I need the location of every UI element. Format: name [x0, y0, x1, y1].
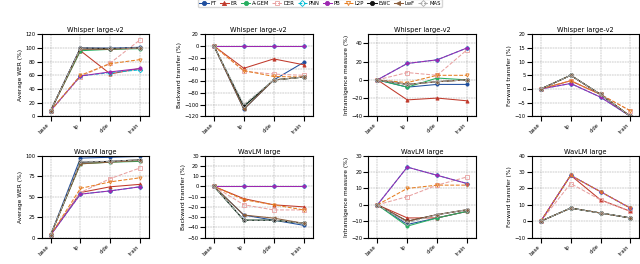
Y-axis label: Intransigence measure (%): Intransigence measure (%) — [344, 157, 349, 237]
Y-axis label: Average WER (%): Average WER (%) — [18, 171, 23, 223]
Y-axis label: Average WER (%): Average WER (%) — [18, 49, 23, 101]
Title: Whisper large-v2: Whisper large-v2 — [67, 27, 124, 33]
Y-axis label: Forward transfer (%): Forward transfer (%) — [508, 45, 513, 106]
Title: WavLM large: WavLM large — [237, 149, 280, 154]
Title: WavLM large: WavLM large — [564, 149, 607, 154]
Y-axis label: Backward transfer (%): Backward transfer (%) — [180, 164, 186, 230]
Y-axis label: Backward transfer (%): Backward transfer (%) — [177, 42, 182, 108]
Y-axis label: Intransigence measure (%): Intransigence measure (%) — [344, 35, 349, 115]
Title: WavLM large: WavLM large — [401, 149, 444, 154]
Title: Whisper large-v2: Whisper large-v2 — [230, 27, 287, 33]
Legend: FT, ER, A-GEM, DER, PNN, PB, L2P, EWC, LwF, MAS: FT, ER, A-GEM, DER, PNN, PB, L2P, EWC, L… — [198, 0, 442, 7]
Title: Whisper large-v2: Whisper large-v2 — [557, 27, 614, 33]
Y-axis label: Forward transfer (%): Forward transfer (%) — [508, 166, 513, 227]
Title: WavLM large: WavLM large — [74, 149, 116, 154]
Title: Whisper large-v2: Whisper large-v2 — [394, 27, 451, 33]
